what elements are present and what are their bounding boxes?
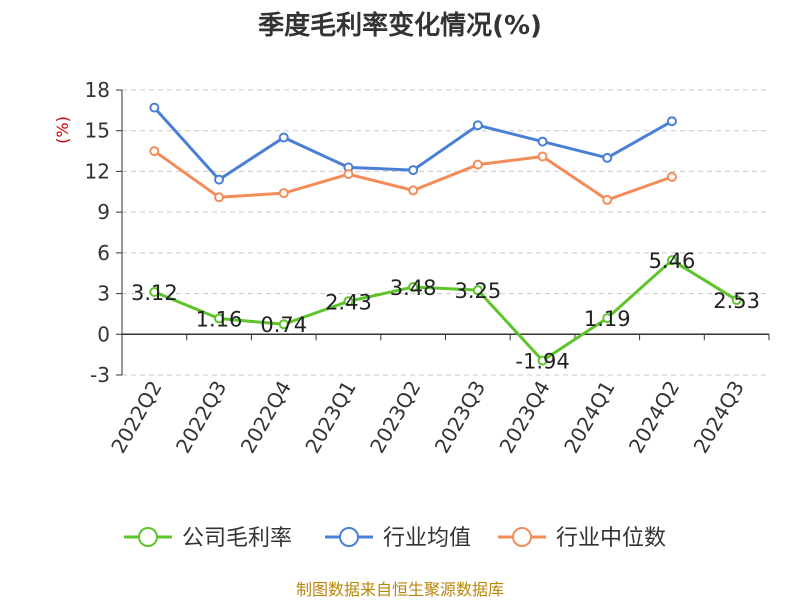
data-point[interactable] (278, 319, 289, 330)
legend-label: 公司毛利率 (182, 526, 292, 551)
data-label: -1.94 (515, 350, 569, 374)
data-point[interactable] (214, 174, 225, 185)
data-point[interactable] (537, 355, 548, 366)
data-label: 3.25 (454, 279, 501, 303)
data-point[interactable] (278, 132, 289, 143)
data-label: 5.46 (649, 249, 696, 273)
data-point[interactable] (149, 102, 160, 113)
grid (122, 89, 769, 376)
series (149, 102, 742, 366)
data-label: 1.19 (584, 307, 631, 331)
data-point[interactable] (537, 151, 548, 162)
data-point[interactable] (214, 192, 225, 203)
x-tick-label: 2023Q1 (300, 377, 360, 458)
data-point[interactable] (602, 194, 613, 205)
data-labels: 3.12 1.16 0.74 2.43 3.48 3.25 -1.94 1.19 5.46 2.5… (131, 249, 760, 373)
data-point[interactable] (472, 159, 483, 170)
y-axis-label: (%) (53, 116, 72, 144)
legend-item[interactable]: 公司毛利率 (124, 526, 292, 551)
series-line (153, 258, 738, 363)
data-point[interactable] (278, 188, 289, 199)
x-tick-label: 2022Q2 (106, 377, 166, 458)
x-tick-label: 2024Q2 (624, 377, 684, 458)
x-tick-label: 2024Q1 (559, 377, 619, 458)
data-label: 2.43 (325, 290, 372, 314)
legend-marker (339, 527, 359, 547)
y-tick-label: 18 (85, 78, 110, 102)
legend-item[interactable]: 行业均值 (325, 526, 471, 551)
data-point[interactable] (537, 136, 548, 147)
data-point[interactable] (602, 313, 613, 324)
legend-item[interactable]: 行业中位数 (498, 526, 666, 551)
data-point[interactable] (472, 285, 483, 296)
y-tick-label: 3 (97, 282, 110, 306)
y-tick-label: 6 (97, 241, 110, 265)
y-tick-label: 9 (97, 200, 110, 224)
data-label: 2.53 (713, 289, 760, 313)
legend[interactable]: 公司毛利率 行业均值 行业中位数 (124, 526, 666, 551)
data-point[interactable] (602, 152, 613, 163)
data-label: 1.16 (196, 308, 243, 332)
data-point[interactable] (343, 296, 354, 307)
x-tick-label: 2023Q2 (365, 377, 425, 458)
x-tick-label: 2024Q3 (689, 377, 749, 458)
legend-label: 行业中位数 (556, 526, 666, 551)
data-point[interactable] (408, 165, 419, 176)
data-label: 3.48 (390, 276, 437, 300)
data-point[interactable] (408, 185, 419, 196)
data-point[interactable] (666, 116, 677, 127)
x-tick-label: 2023Q3 (430, 377, 490, 458)
data-point[interactable] (214, 313, 225, 324)
chart-title: 季度毛利率变化情况(%) (258, 10, 542, 41)
source-note: 制图数据来自恒生聚源数据库 (296, 580, 504, 599)
y-tick-label: 12 (85, 159, 110, 183)
data-point[interactable] (149, 146, 160, 157)
legend-marker (512, 527, 532, 547)
data-point[interactable] (666, 255, 677, 266)
data-point[interactable] (343, 169, 354, 180)
data-point[interactable] (666, 171, 677, 182)
data-point[interactable] (149, 286, 160, 297)
data-point[interactable] (408, 282, 419, 293)
x-tick-label: 2022Q3 (171, 377, 231, 458)
legend-marker (138, 527, 158, 547)
y-tick-label: 0 (97, 322, 110, 346)
data-label: 3.12 (131, 281, 178, 305)
data-label: 0.74 (260, 313, 307, 337)
y-tick-label: 15 (85, 119, 110, 143)
y-tick-label: -3 (90, 363, 110, 387)
legend-label: 行业均值 (383, 526, 471, 551)
data-point[interactable] (731, 294, 742, 305)
data-point[interactable] (472, 120, 483, 131)
x-tick-label: 2022Q4 (236, 377, 296, 458)
x-tick-label: 2023Q4 (494, 377, 554, 458)
